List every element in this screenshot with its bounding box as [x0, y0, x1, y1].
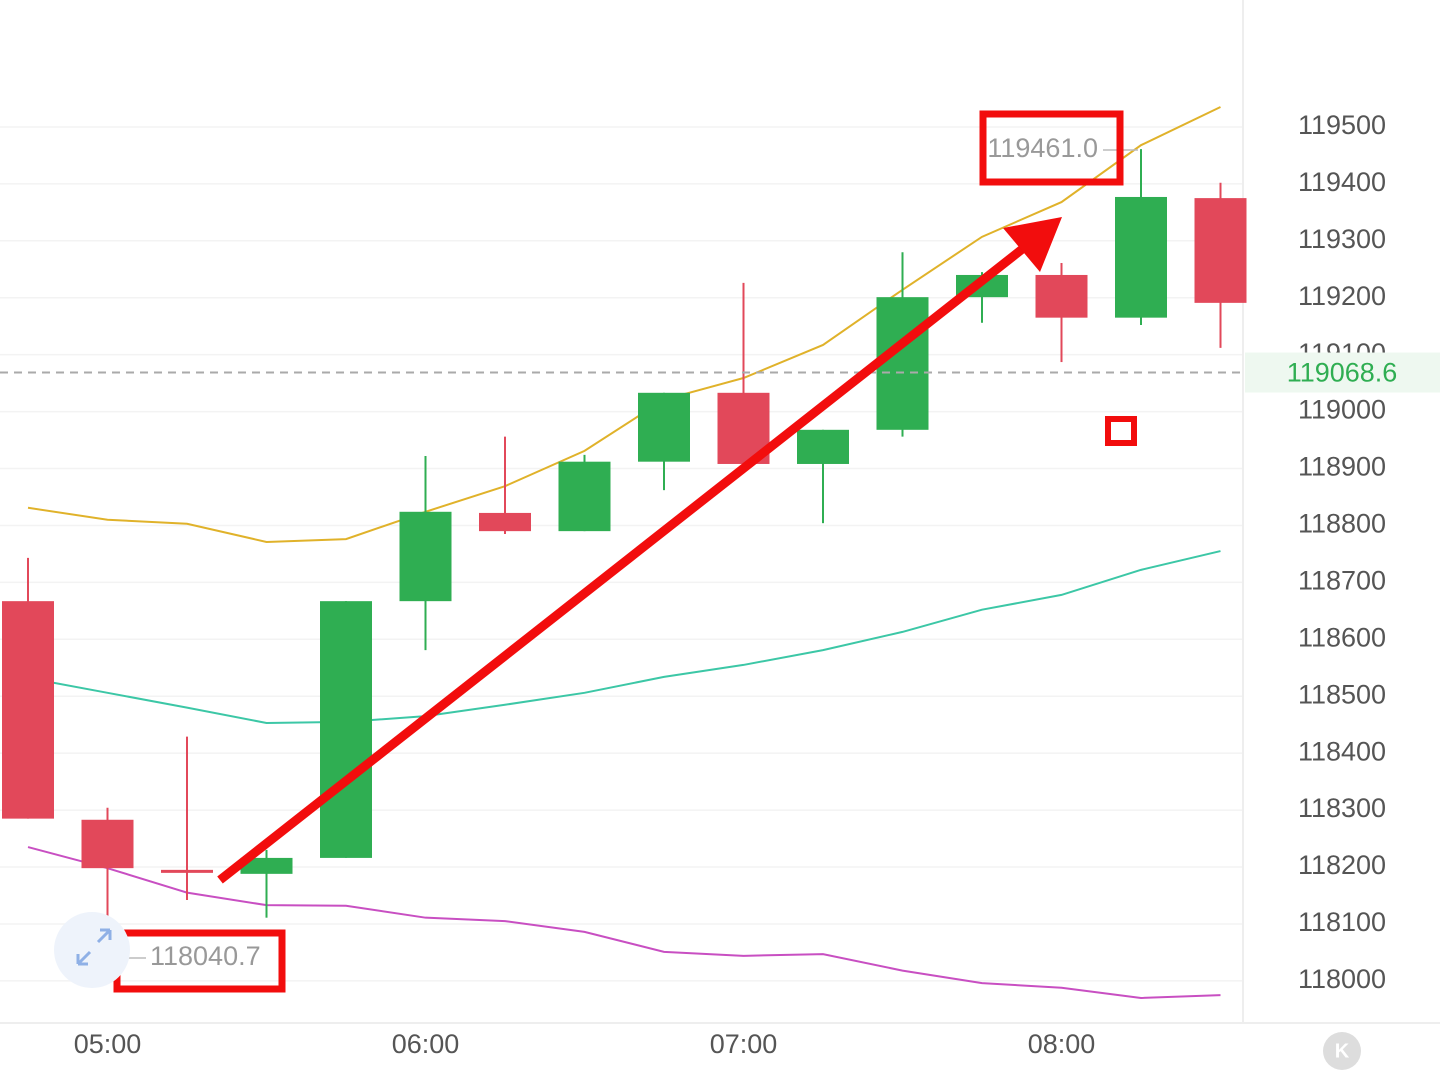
- y-tick-label: 118300: [1298, 793, 1386, 823]
- y-tick-label: 118400: [1298, 736, 1386, 766]
- y-tick-label: 118000: [1298, 964, 1386, 994]
- zoom-button[interactable]: [54, 912, 130, 988]
- indicator-line: [27, 846, 1221, 999]
- grid: 118000 118100 118200 118300 118400 118500 1186…: [0, 110, 1386, 1059]
- plot: [2, 106, 1247, 999]
- candle-body: [399, 511, 452, 602]
- candle-body: [161, 869, 213, 873]
- candle-body: [240, 857, 293, 874]
- y-tick-label: 119500: [1298, 110, 1386, 140]
- x-tick-label: 06:00: [392, 1029, 460, 1059]
- y-tick-label: 118800: [1298, 509, 1386, 539]
- reset-icon: K: [1335, 1040, 1350, 1062]
- y-tick-label: 118900: [1298, 452, 1386, 482]
- x-tick-label: 07:00: [710, 1029, 778, 1059]
- y-tick-label: 118600: [1298, 622, 1386, 652]
- overlay: 119068.6 119461.0 118040.7: [0, 110, 1440, 993]
- y-tick-label: 119300: [1298, 224, 1386, 254]
- y-tick-label: 118700: [1298, 566, 1386, 596]
- indicator-line: [27, 106, 1221, 543]
- candle-body: [479, 512, 531, 532]
- candle-body: [1035, 274, 1088, 318]
- candle-body: [2, 601, 54, 819]
- candle-body: [320, 601, 372, 858]
- annotation-box: [1105, 416, 1137, 446]
- annotation-arrowhead: [1003, 217, 1062, 272]
- annotation-arrow: [217, 239, 1033, 884]
- candle-body: [1115, 196, 1167, 318]
- annotation-box: [979, 110, 1124, 186]
- candle-body: [81, 819, 134, 869]
- y-tick-label: 119200: [1298, 281, 1386, 311]
- indicator-line: [27, 550, 1221, 724]
- x-tick-label: 08:00: [1028, 1029, 1096, 1059]
- reset-button[interactable]: [1323, 1032, 1361, 1070]
- high-label: 119461.0: [987, 133, 1098, 163]
- zoom-icon: [76, 928, 112, 966]
- y-tick-label: 118100: [1298, 907, 1386, 937]
- x-tick-label: 05:00: [74, 1029, 142, 1059]
- last-price-tag: [1245, 352, 1440, 393]
- y-tick-label: 119400: [1298, 167, 1386, 197]
- candle-body: [876, 297, 929, 430]
- y-tick-label: 118500: [1298, 679, 1386, 709]
- y-tick-label: 119000: [1298, 395, 1386, 425]
- candle-body: [1194, 198, 1247, 303]
- candle-body: [558, 461, 611, 532]
- y-tick-label: 118200: [1298, 850, 1386, 880]
- low-label: 118040.7: [150, 941, 261, 971]
- candle-body: [797, 429, 849, 464]
- candle-body: [638, 392, 690, 462]
- last-price-label: 119068.6: [1287, 358, 1398, 388]
